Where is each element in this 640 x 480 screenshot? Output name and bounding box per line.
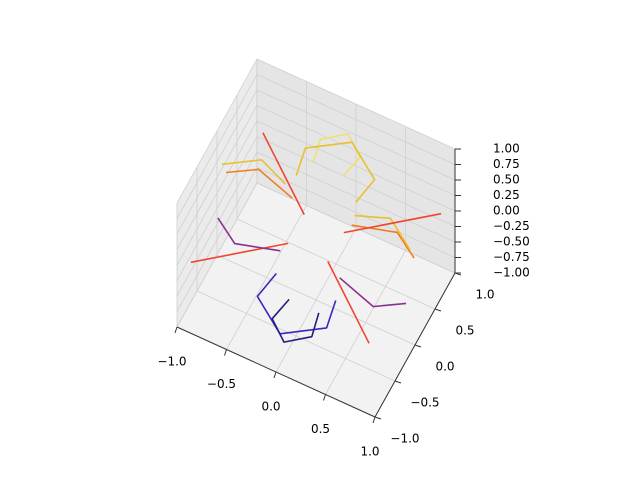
z-tick-label: 0.75 <box>493 157 520 171</box>
tick-mark <box>174 326 178 334</box>
grid-line <box>176 151 258 297</box>
tick-mark <box>414 344 422 348</box>
tick-mark <box>434 308 442 312</box>
contour-line <box>354 214 411 251</box>
contour-line <box>221 159 286 185</box>
x-axis <box>176 326 376 418</box>
contour-line <box>327 261 370 344</box>
grid-line <box>196 290 396 382</box>
contour-line <box>262 132 305 215</box>
grid-line <box>176 74 258 219</box>
z-tick-label: 0.25 <box>493 188 520 202</box>
contour-line <box>217 217 281 252</box>
grid-line <box>176 182 258 328</box>
grid-line <box>236 218 436 310</box>
grid-line <box>256 182 456 274</box>
y-axis <box>374 272 456 418</box>
contour-line <box>271 298 320 343</box>
z-tick-label: 0.00 <box>493 204 520 218</box>
tick-mark <box>323 394 326 401</box>
grid-line <box>256 136 456 227</box>
y-tick-label: 1.0 <box>475 288 494 302</box>
z-tick-label: −0.50 <box>493 235 530 249</box>
y-tick-label: −1.0 <box>390 432 419 446</box>
contour-line <box>190 242 289 264</box>
x-tick-label: 0.0 <box>261 400 280 414</box>
contour-line <box>225 168 293 199</box>
z-tick-label: −0.25 <box>493 219 530 233</box>
z-tick-label: 1.00 <box>493 142 520 156</box>
grid-line <box>176 89 258 235</box>
grid-line <box>256 167 456 258</box>
grid-line <box>176 136 258 281</box>
tick-mark <box>394 380 402 384</box>
x-tick-label: −1.0 <box>157 355 186 369</box>
tick-mark <box>374 416 382 420</box>
grid-line <box>256 58 456 150</box>
z-tick-label: 0.50 <box>493 173 520 187</box>
x-tick-label: 1.0 <box>360 445 379 459</box>
grid-line <box>256 120 456 212</box>
contour-line <box>343 212 442 234</box>
tick-mark <box>372 416 376 424</box>
tick-mark <box>224 349 227 356</box>
grid-line <box>176 167 258 312</box>
z-tick-label: −1.00 <box>493 266 530 280</box>
grid-line <box>176 58 258 204</box>
grid-line <box>256 89 456 181</box>
y-tick-label: 0.0 <box>435 360 454 374</box>
y-tick-label: 0.5 <box>455 324 474 338</box>
grid-line <box>176 105 258 250</box>
grid-line <box>216 254 416 346</box>
tick-mark <box>273 371 277 379</box>
grid-line <box>176 120 258 266</box>
grid-line <box>256 151 456 243</box>
contour-line <box>295 141 376 204</box>
y-tick-label: −0.5 <box>410 396 439 410</box>
contour-line <box>339 277 407 308</box>
x-tick-label: −0.5 <box>207 377 236 391</box>
x-tick-label: 0.5 <box>311 422 330 436</box>
z-tick-label: −0.75 <box>493 250 530 264</box>
grid-line <box>256 74 456 165</box>
